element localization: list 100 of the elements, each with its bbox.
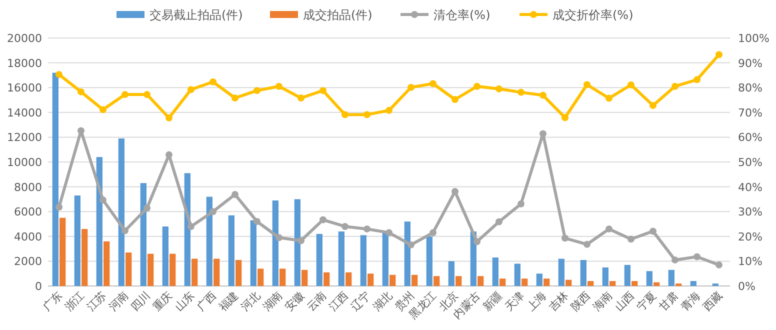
y-tick-label: 0 [35,280,42,293]
bar [610,281,616,286]
point [342,111,348,118]
bar [588,281,594,286]
bar [500,278,506,286]
bar [228,215,234,286]
bar [324,272,330,286]
point [210,78,216,86]
point [232,190,238,198]
y2-tick-label: 90% [738,56,762,70]
bar [250,220,256,286]
y2-tick-label: 70% [738,106,762,120]
bar [624,264,630,286]
bar [316,234,322,286]
bar [192,258,198,286]
y2-tick-label: 80% [738,82,762,95]
point [628,81,634,88]
bar [478,276,484,286]
y-tick-label: 10000 [7,156,42,169]
y-tick-label: 2000 [14,255,42,268]
point [606,94,612,102]
bar [118,138,124,286]
y-tick-label: 20000 [7,32,42,45]
point [474,238,480,246]
point [254,218,260,226]
y2-tick-label: 40% [738,180,762,194]
legend-label: 成交折价率(%) [552,8,634,22]
bar [82,228,88,286]
point [254,87,260,94]
point [408,84,414,91]
bar [294,199,300,286]
bar [272,200,278,286]
point [386,229,392,236]
bar [426,236,432,286]
point [584,240,590,248]
bar [148,254,154,286]
bar [536,274,542,286]
point [210,208,216,216]
bar [162,226,168,286]
y2-tick-label: 100% [738,32,770,45]
point [122,91,128,98]
point [452,96,458,104]
bar [632,281,638,286]
point [650,228,656,235]
y2-tick-label: 60% [738,131,762,144]
point [496,85,502,92]
point [474,82,480,90]
bar [448,261,454,286]
bar [140,183,146,286]
point [144,204,150,212]
point [100,106,106,114]
bar [654,282,660,286]
bar [126,252,132,286]
y-tick-label: 8000 [14,180,42,194]
bar [412,274,418,286]
bar [214,258,220,286]
point [320,87,326,94]
y-tick-label: 18000 [7,56,42,70]
bar [258,268,264,286]
bar [338,231,344,286]
bar [74,195,80,286]
point [430,80,436,88]
point [342,222,348,230]
bar [368,274,374,286]
y2-tick-label: 0% [738,280,756,293]
point [364,111,370,118]
point [716,261,722,268]
legend-label: 成交拍品(件) [303,8,372,22]
legend-label: 清仓率(%) [434,8,490,22]
bar [390,274,396,286]
bar [302,270,308,286]
point [144,91,150,98]
point [672,82,678,90]
y2-tick-label: 50% [738,156,762,169]
bar [566,280,572,286]
point [408,241,414,248]
point [100,196,106,204]
bar [690,281,696,286]
bar [434,276,440,286]
legend-label: 交易截止拍品(件) [150,8,243,22]
point [298,237,304,244]
y-tick-label: 14000 [7,106,42,120]
bar [514,264,520,286]
point [56,204,62,211]
point [562,234,568,242]
point [166,151,172,158]
point [584,81,590,88]
bar [456,276,462,286]
point [56,70,62,78]
bar [104,241,110,286]
bar [360,235,366,286]
point [78,127,84,134]
point [496,218,502,226]
bar [404,222,410,286]
y-tick-label: 6000 [14,206,42,219]
bar [170,254,176,286]
point [562,114,568,122]
point [276,82,282,90]
point [386,106,392,114]
bar [668,270,674,286]
